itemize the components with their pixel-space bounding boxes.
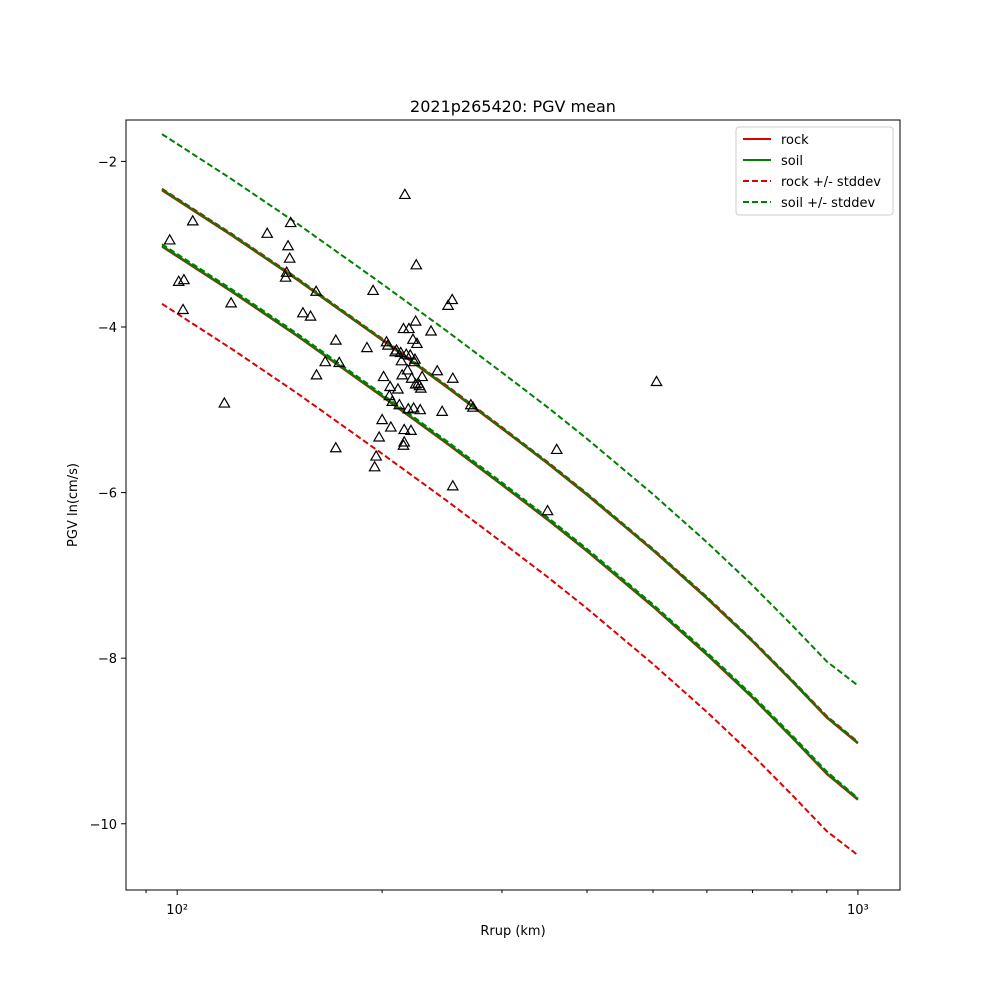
data-point-3 (186, 214, 199, 226)
data-point-63 (413, 403, 427, 415)
data-point-0 (163, 233, 176, 245)
data-point-30 (383, 389, 396, 401)
data-point-24 (368, 460, 381, 472)
data-point-12 (284, 216, 297, 228)
data-point-17 (319, 355, 332, 367)
curves-layer (161, 133, 859, 856)
data-point-39 (395, 354, 408, 366)
data-point-33 (386, 395, 399, 407)
curve-rock-dashed-5 (161, 302, 859, 856)
y-tick-label: −4 (98, 321, 117, 336)
data-point-31 (383, 380, 397, 392)
curve-soil-dashed-7 (161, 243, 859, 799)
data-point-21 (360, 341, 374, 353)
y-tick-label: −6 (98, 487, 117, 502)
curve-soil-solid-3 (161, 244, 859, 800)
data-point-25 (372, 430, 386, 442)
data-point-9 (280, 265, 293, 277)
plot-frame (125, 119, 901, 891)
data-point-45 (398, 188, 412, 200)
data-point-42 (397, 423, 411, 435)
legend-label-1: soil (781, 154, 803, 169)
data-point-4 (176, 303, 190, 315)
data-point-26 (375, 413, 389, 425)
y-tick-label: −8 (98, 652, 117, 667)
data-point-15 (309, 284, 323, 296)
legend: rock soil rock +/- stddev soil +/- stddev (735, 126, 894, 216)
data-point-43 (397, 438, 410, 450)
data-point-51 (404, 424, 418, 435)
data-point-57 (409, 314, 422, 326)
x-tick-label: 10³ (847, 903, 869, 918)
y-axis-label: PGV ln(cm/s) (66, 463, 81, 547)
y-ticks: −10 −8 −6 −4 −2 (90, 155, 126, 833)
data-point-56 (408, 352, 422, 364)
data-point-71 (446, 371, 460, 383)
data-point-16 (310, 368, 323, 380)
data-point-19 (333, 356, 346, 368)
data-point-69 (441, 299, 455, 310)
data-point-20 (329, 441, 343, 453)
legend-label-0: rock (781, 133, 809, 148)
data-point-70 (445, 293, 459, 305)
data-point-72 (446, 479, 460, 491)
legend-box (735, 126, 894, 216)
data-point-13 (296, 306, 310, 318)
data-point-1 (172, 275, 185, 286)
data-point-75 (541, 504, 554, 516)
data-point-23 (369, 449, 383, 461)
data-point-22 (366, 284, 380, 296)
chart-title: 2021p265420: PGV mean (410, 97, 616, 116)
data-point-73 (464, 398, 478, 410)
data-point-54 (407, 401, 420, 413)
data-point-37 (393, 398, 406, 410)
data-point-65 (415, 370, 429, 382)
data-point-64 (414, 381, 428, 393)
data-point-67 (431, 364, 444, 376)
data-point-14 (304, 309, 317, 321)
data-point-6 (224, 296, 238, 308)
data-point-49 (402, 322, 416, 334)
data-point-36 (391, 382, 405, 394)
data-point-74 (466, 400, 480, 412)
data-point-53 (406, 332, 420, 344)
data-point-11 (283, 251, 296, 263)
data-point-50 (404, 348, 417, 360)
data-point-29 (381, 338, 395, 350)
data-point-32 (384, 420, 398, 432)
y-tick-label: −10 (90, 818, 117, 833)
y-tick-label: −2 (98, 155, 117, 170)
data-point-10 (281, 239, 295, 251)
data-point-59 (410, 258, 423, 270)
data-point-5 (218, 396, 231, 408)
data-point-66 (424, 324, 438, 336)
curve-soil-dashed-6 (161, 133, 859, 687)
points-layer (163, 188, 663, 516)
legend-label-3: soil +/- stddev (781, 196, 876, 211)
x-tick-label: 10² (166, 903, 188, 918)
data-point-18 (329, 333, 343, 345)
data-point-68 (435, 405, 449, 416)
x-axis-label: Rrup (km) (480, 924, 545, 939)
legend-label-2: rock +/- stddev (781, 175, 881, 190)
x-ticks: 10² 10³ (145, 890, 869, 918)
data-point-77 (650, 375, 663, 387)
data-point-52 (405, 371, 418, 383)
data-point-27 (377, 370, 390, 382)
data-point-60 (410, 337, 424, 349)
data-point-47 (401, 363, 414, 375)
data-point-76 (550, 443, 563, 455)
data-point-55 (408, 355, 421, 367)
curve-soil-solid-2 (161, 188, 859, 744)
data-point-7 (260, 227, 274, 238)
data-point-44 (397, 435, 411, 447)
data-point-2 (177, 273, 191, 285)
